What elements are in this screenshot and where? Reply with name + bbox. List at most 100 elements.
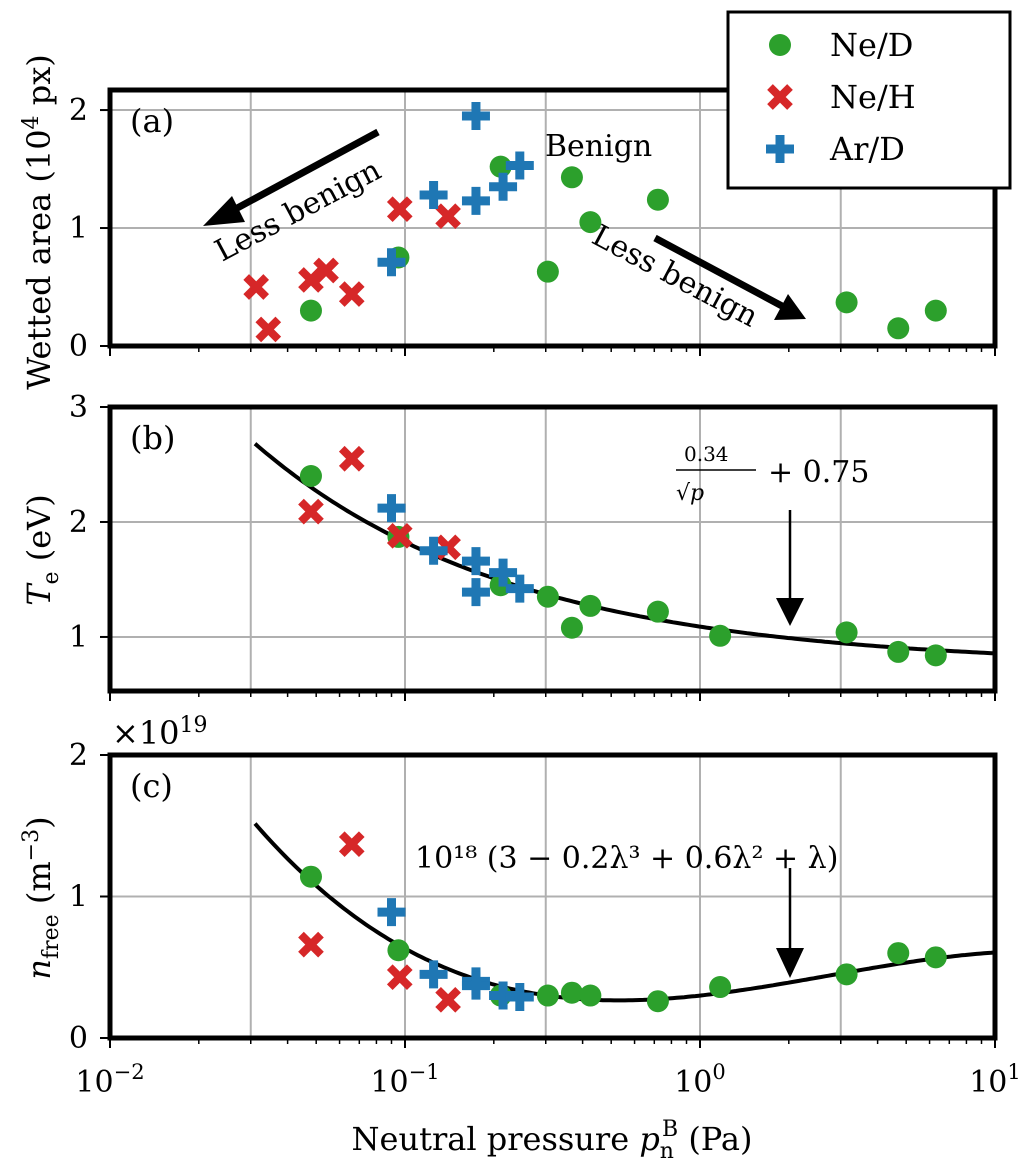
data-point — [489, 558, 518, 587]
axes-frame — [107, 752, 998, 1041]
data-point — [579, 594, 602, 617]
series-ne-h — [243, 196, 461, 343]
x-tick-label: 10−1 — [370, 1060, 439, 1100]
fit-arrow-c — [776, 868, 804, 978]
data-point — [646, 188, 669, 211]
axes-frame — [107, 404, 998, 694]
y-tick-label: 2 — [69, 93, 88, 128]
data-point — [887, 317, 910, 340]
y-tick-label: 0 — [69, 329, 88, 364]
data-point — [536, 585, 559, 608]
panel-label: (c) — [130, 767, 173, 805]
y-axis-label-a: Wetted area (104 px) — [19, 54, 58, 389]
data-point — [887, 942, 910, 965]
data-point — [387, 939, 410, 962]
series-ne-d — [299, 865, 947, 1013]
x-tick-label: 10−2 — [75, 1060, 144, 1100]
series-ne-h — [298, 445, 461, 561]
data-point — [299, 464, 322, 487]
data-point — [419, 960, 448, 989]
data-point — [299, 865, 322, 888]
data-point — [924, 299, 947, 322]
data-point — [646, 990, 669, 1013]
data-point — [709, 976, 732, 999]
data-point — [461, 186, 490, 215]
panel-label: (b) — [130, 419, 175, 457]
data-point — [924, 644, 947, 667]
data-point — [377, 494, 406, 523]
data-point — [298, 498, 324, 525]
data-point — [461, 578, 490, 607]
data-point — [338, 831, 365, 857]
y-tick-label: 1 — [69, 211, 88, 246]
plot-area — [110, 407, 995, 691]
legend-marker — [767, 84, 793, 110]
data-point — [505, 574, 534, 603]
y-tick-label: 3 — [69, 390, 88, 425]
series-ne-h — [298, 831, 461, 1013]
data-point — [419, 536, 448, 565]
data-point — [887, 640, 910, 663]
data-point — [338, 281, 365, 307]
x-tick-label: 101 — [969, 1060, 1021, 1100]
series-ar-d — [377, 898, 534, 1011]
legend-marker — [769, 34, 791, 56]
legend-item: Ne/H — [767, 78, 916, 116]
data-point — [536, 260, 559, 283]
data-point — [386, 964, 413, 990]
data-point — [435, 986, 461, 1013]
data-point — [377, 898, 406, 927]
data-point — [419, 180, 448, 209]
axes-frame — [107, 87, 998, 349]
data-point — [924, 946, 947, 969]
y-offset-label-c: ×1019 — [112, 713, 208, 752]
data-point — [560, 616, 583, 639]
legend: Ne/D Ne/H Ar/D — [726, 10, 1012, 190]
panel-label: (a) — [130, 102, 174, 140]
data-point — [646, 600, 669, 623]
data-point — [505, 151, 534, 180]
legend-label: Ne/D — [830, 26, 913, 64]
data-point — [386, 196, 413, 222]
panel-b: 1 2 3 (b) — [69, 390, 998, 701]
data-point — [835, 621, 858, 644]
x-tick-label: 100 — [674, 1060, 726, 1100]
data-point — [386, 522, 413, 549]
legend-label: Ne/H — [830, 78, 916, 116]
series-ne-d — [299, 464, 947, 667]
y-tick-label: 0 — [69, 1021, 88, 1056]
fit-label-c: 10¹⁸ (3 − 0.2λ³ + 0.6λ² + λ) — [415, 841, 838, 876]
series-ar-d — [377, 101, 534, 277]
series-ar-d — [377, 494, 534, 607]
legend-item: Ar/D — [766, 130, 905, 168]
data-point — [461, 547, 490, 576]
data-point — [835, 963, 858, 986]
data-point — [377, 248, 406, 277]
svg-text:√p: √p — [676, 481, 704, 506]
data-point — [461, 101, 490, 130]
legend-item: Ne/D — [769, 26, 913, 64]
data-point — [579, 984, 602, 1007]
data-point — [461, 971, 490, 1000]
fit-label-b: 0.34 √p + 0.75 — [676, 442, 869, 506]
data-point — [835, 291, 858, 314]
fit-arrow-b — [776, 510, 804, 626]
x-axis-label: Neutral pressure pnB (Pa) — [352, 1117, 753, 1164]
data-point — [560, 166, 583, 189]
y-tick-label: 1 — [69, 880, 88, 915]
data-point — [298, 931, 324, 958]
y-tick-label: 2 — [69, 738, 88, 773]
y-tick-label: 1 — [69, 620, 88, 655]
panel-c: 0 1 2 (c) — [69, 738, 998, 1056]
fit-curve — [253, 822, 996, 1003]
data-point — [489, 172, 518, 201]
svg-text:+ 0.75: + 0.75 — [768, 455, 869, 490]
y-axis-label-c: nfree (m−3) — [19, 816, 64, 979]
data-point — [709, 624, 732, 647]
data-point — [299, 299, 322, 322]
series-ne-d — [299, 155, 947, 340]
data-point — [243, 274, 270, 300]
y-tick-label: 2 — [69, 505, 88, 540]
data-point — [505, 982, 534, 1011]
